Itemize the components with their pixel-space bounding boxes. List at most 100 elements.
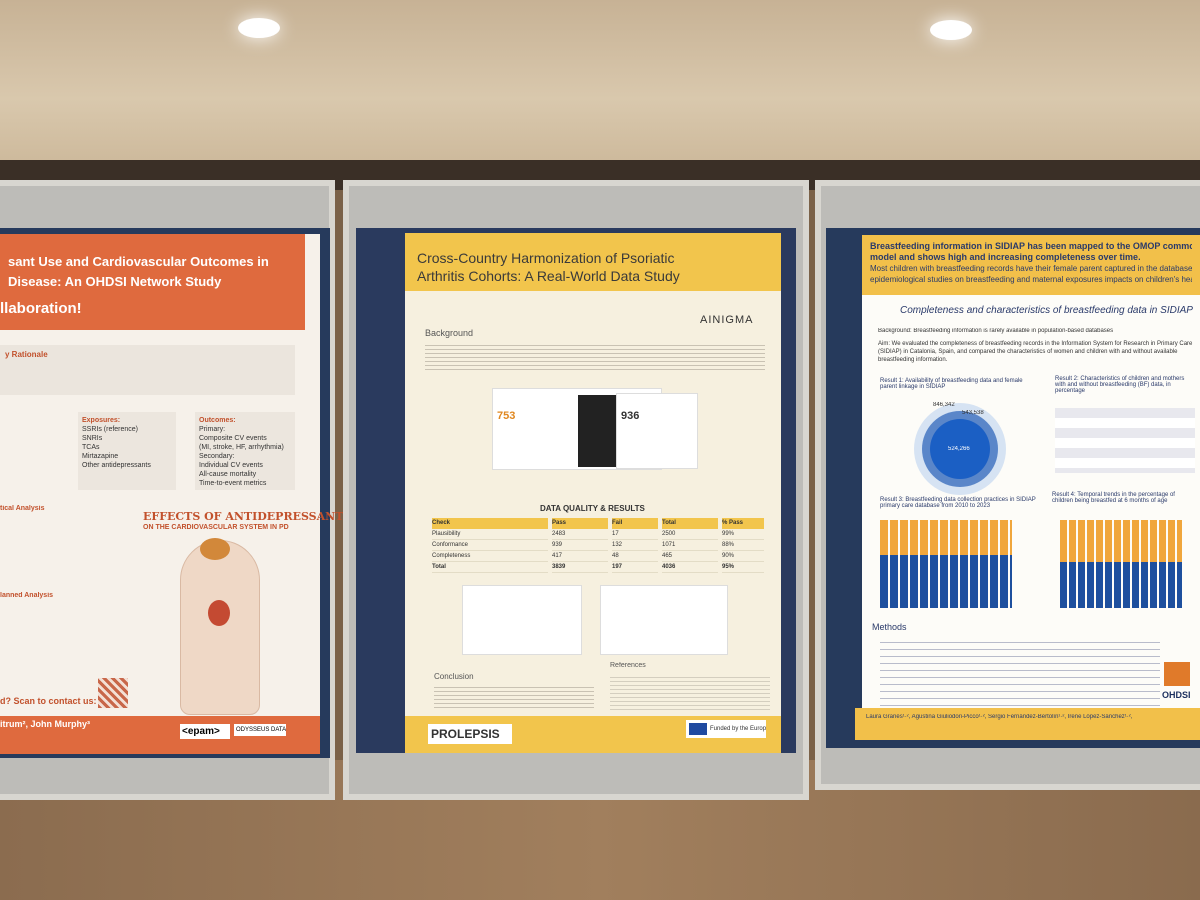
list-item: Composite CV events [199, 435, 267, 442]
table-cell: % Pass [722, 518, 764, 529]
table-cell: 3839 [552, 562, 608, 573]
donut-label: 846,342 [933, 402, 955, 408]
list-item: TCAs [82, 444, 100, 451]
list-item: (MI, stroke, HF, arrhythmia) [199, 444, 284, 451]
result2: Result 2: Characteristics of children an… [1055, 376, 1185, 394]
list-item: Mirtazapine [82, 453, 119, 460]
eu-flag [689, 723, 707, 735]
body-illustration [180, 540, 260, 715]
heading: Methods [872, 622, 907, 632]
poster-header: Breastfeeding information in SIDIAP has … [862, 235, 1200, 295]
headline: model and shows high and increasing comp… [870, 252, 1141, 262]
table-cell: 2483 [552, 529, 608, 540]
qr-code [98, 678, 128, 708]
logo: OHDSI [1162, 690, 1191, 700]
table-cell: 417 [552, 551, 608, 562]
title: Arthritis Cohorts: A Real-World Data Stu… [417, 268, 680, 284]
outcomes-box: Outcomes: Primary: Composite CV events (MI… [195, 412, 295, 490]
authors: Laura Granés¹·², Agustina Giuliodori-Pic… [866, 714, 1133, 720]
count: 753 [497, 410, 516, 422]
table-cell: Completeness [432, 551, 548, 562]
table-cell: 48 [612, 551, 658, 562]
figure [616, 393, 698, 469]
analysis-heading: tical Analysis [0, 505, 45, 512]
ceiling [0, 0, 1200, 165]
rationale-box: y Rationale [0, 345, 295, 395]
poster [405, 233, 781, 753]
logo: AINIGMA [700, 314, 754, 326]
list-item: Primary: [199, 426, 226, 433]
result3: Result 3: Breastfeeding data collection … [880, 497, 1036, 509]
heading: Exposures: [82, 417, 121, 424]
table-cell: 2500 [662, 529, 718, 540]
aim: Aim: We evaluated the completeness of br… [878, 341, 1193, 363]
donut-label: 524,266 [948, 446, 970, 452]
chart-image [880, 520, 1012, 608]
figure-dark [578, 395, 616, 467]
table-cell: 465 [662, 551, 718, 562]
banner: llaboration! [0, 300, 82, 317]
table-cell: 939 [552, 540, 608, 551]
table-cell: 88% [722, 540, 764, 551]
table-cell: Plausibility [432, 529, 548, 540]
table-cell: Fail [612, 518, 658, 529]
heading: Outcomes: [199, 417, 236, 424]
table-cell: Conformance [432, 540, 548, 551]
authors: itrum², John Murphy³ [0, 719, 90, 729]
text-block [880, 636, 1160, 706]
table-cell: 132 [612, 540, 658, 551]
list-item: SNRIs [82, 435, 103, 442]
heading: Conclusion [434, 672, 474, 681]
logo: ODYSSEUS DATA SERVICES [234, 724, 286, 736]
title: Disease: An OHDSI Network Study [8, 274, 222, 289]
heading: Background [425, 328, 474, 338]
table-cell: Total [432, 562, 548, 573]
table-cell: 4036 [662, 562, 718, 573]
background: Background: Breastfeeding information is… [878, 328, 1114, 334]
brain [200, 538, 230, 560]
list-item: All-cause mortality [199, 471, 257, 478]
headline: Breastfeeding information in SIDIAP has … [870, 241, 1192, 251]
table-cell: 1071 [662, 540, 718, 551]
logo: <epam> [180, 724, 230, 739]
headline: Most children with breastfeeding records… [870, 264, 1192, 273]
figure [600, 585, 728, 655]
text-block [610, 674, 770, 710]
list-item: Individual CV events [199, 462, 263, 469]
list-item: Time-to-event metrics [199, 480, 267, 487]
poster-header: Cross-Country Harmonization of Psoriatic… [405, 233, 781, 291]
result1: Result 1: Availability of breastfeeding … [880, 378, 1023, 390]
chart-image [1060, 520, 1182, 608]
text-block [434, 684, 594, 708]
list-item: SSRIs (reference) [82, 426, 139, 433]
text-block [425, 342, 765, 372]
table-cell: Pass [552, 518, 608, 529]
heading: DATA QUALITY & RESULTS [540, 504, 645, 513]
exposures-box: Exposures: SSRIs (reference) SNRIs TCAs Mir… [78, 412, 176, 490]
table-cell: Total [662, 518, 718, 529]
table-image [1055, 408, 1195, 473]
donut-label: 543,538 [962, 410, 984, 416]
heart [208, 600, 230, 626]
effects-subtitle: ON THE CARDIOVASCULAR SYSTEM IN PD [143, 524, 289, 531]
table-cell: Check [432, 518, 548, 529]
logo: PROLEPSIS [428, 724, 512, 744]
result4: Result 4: Temporal trends in the percent… [1052, 492, 1175, 504]
subtitle: Completeness and characteristics of brea… [900, 305, 1193, 316]
title: Cross-Country Harmonization of Psoriatic [417, 250, 675, 266]
table-cell: 90% [722, 551, 764, 562]
planned-heading: lanned Analysis [0, 592, 54, 599]
table-cell: 95% [722, 562, 764, 573]
figure [462, 585, 582, 655]
table-cell: 17 [612, 529, 658, 540]
count: 936 [621, 410, 640, 422]
poster-footer [855, 708, 1200, 740]
donut-inner [930, 419, 990, 479]
poster-header: sant Use and Cardiovascular Outcomes in … [0, 234, 305, 330]
light [238, 18, 280, 38]
logo-icon [1164, 662, 1190, 686]
list-item: Other antidepressants [82, 462, 151, 469]
headline: epidemiological studies on breastfeeding… [870, 275, 1192, 284]
list-item: Secondary: [199, 453, 235, 460]
